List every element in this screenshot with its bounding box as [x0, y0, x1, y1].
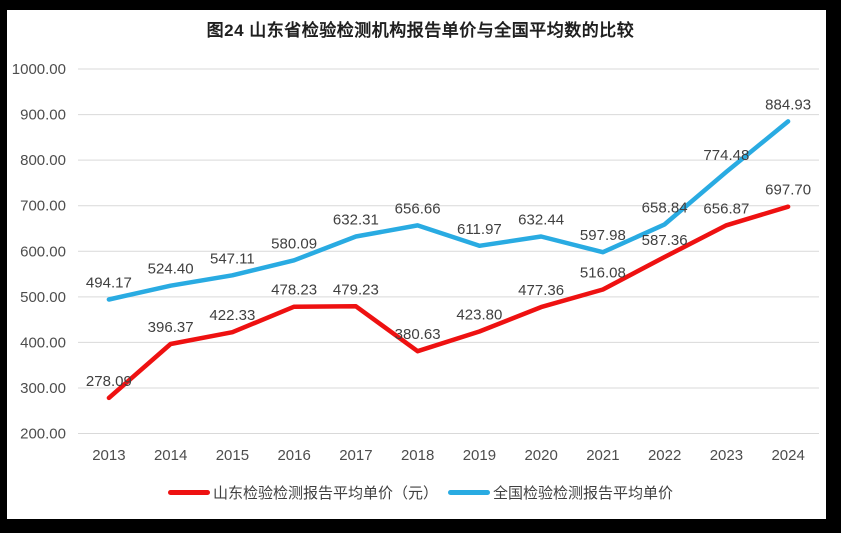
data-label-series-0: 587.36	[642, 232, 688, 249]
x-tick-label: 2022	[648, 447, 681, 464]
legend-line-swatch-blue	[448, 489, 490, 495]
data-label-series-0: 396.37	[148, 319, 194, 336]
data-label-series-0: 278.09	[86, 373, 132, 390]
y-tick-label: 600.00	[20, 243, 66, 260]
data-label-series-1: 524.40	[148, 261, 194, 278]
data-label-series-0: 697.70	[765, 182, 811, 199]
data-label-series-1: 656.66	[395, 200, 441, 217]
x-tick-label: 2020	[524, 447, 557, 464]
legend-label-national: 全国检验检测报告平均单价	[493, 484, 674, 502]
y-tick-label: 800.00	[20, 152, 66, 169]
data-label-series-1: 611.97	[457, 221, 502, 238]
x-tick-label: 2013	[92, 447, 125, 464]
x-tick-label: 2021	[586, 447, 619, 464]
x-tick-label: 2024	[771, 447, 804, 464]
data-label-series-1: 774.48	[703, 147, 749, 164]
y-tick-label: 700.00	[20, 198, 66, 215]
y-tick-label: 500.00	[20, 289, 66, 306]
data-label-series-1: 494.17	[86, 274, 132, 291]
legend-item-national: 全国检验检测报告平均单价	[448, 482, 673, 503]
y-tick-label: 200.00	[20, 426, 66, 443]
x-tick-label: 2014	[154, 447, 187, 464]
legend-label-shandong: 山东检验检测报告平均单价（元）	[212, 484, 438, 502]
data-label-series-0: 478.23	[271, 282, 317, 299]
y-tick-label: 1000.00	[12, 61, 66, 78]
x-tick-label: 2016	[277, 447, 310, 464]
data-label-series-1: 632.44	[518, 211, 564, 228]
data-label-series-0: 422.33	[209, 307, 255, 324]
data-label-series-0: 477.36	[518, 282, 564, 299]
data-label-series-1: 884.93	[765, 96, 811, 113]
chart-title: 图24 山东省检验检测机构报告单价与全国平均数的比较	[206, 21, 635, 40]
series-line-0	[106, 204, 791, 401]
legend: 山东检验检测报告平均单价（元） 全国检验检测报告平均单价	[0, 480, 841, 504]
data-label-series-0: 380.63	[395, 326, 441, 343]
y-tick-label: 900.00	[20, 107, 66, 124]
series-line-1	[106, 119, 791, 302]
x-tick-label: 2017	[339, 447, 372, 464]
data-label-series-1: 658.84	[642, 199, 688, 216]
y-tick-label: 300.00	[20, 380, 66, 397]
data-label-series-1: 632.31	[333, 212, 379, 229]
data-label-series-1: 597.98	[580, 227, 626, 244]
data-label-series-1: 580.09	[271, 235, 317, 252]
y-tick-label: 400.00	[20, 334, 66, 351]
x-tick-label: 2023	[710, 447, 743, 464]
data-label-series-0: 516.08	[580, 264, 626, 281]
legend-item-shandong: 山东检验检测报告平均单价（元）	[167, 482, 438, 503]
data-label-series-0: 479.23	[333, 281, 379, 298]
legend-line-swatch-red	[167, 489, 210, 495]
x-tick-label: 2015	[216, 447, 249, 464]
chart-canvas	[7, 10, 826, 519]
x-tick-label: 2019	[463, 447, 496, 464]
data-label-series-0: 423.80	[456, 307, 502, 324]
x-tick-label: 2018	[401, 447, 434, 464]
data-label-series-1: 547.11	[210, 250, 255, 267]
data-label-series-0: 656.87	[703, 200, 749, 217]
